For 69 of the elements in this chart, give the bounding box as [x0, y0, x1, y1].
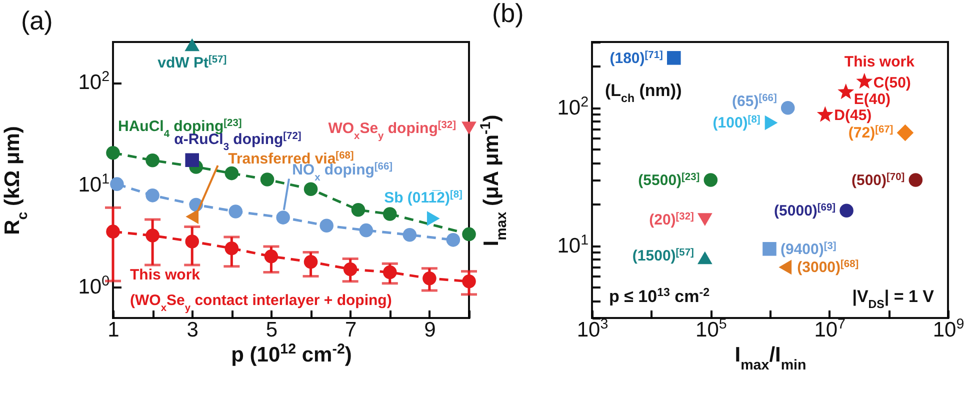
y-tick-label: 10$^{1}$ — [557, 232, 589, 258]
series-label: vdW Pt$^{[57]}$ — [158, 54, 227, 72]
point — [186, 209, 199, 224]
point — [146, 153, 160, 168]
point — [224, 166, 239, 180]
point — [146, 188, 160, 202]
x-axis-title: I$_{max}$/I$_{min}$ — [734, 344, 806, 374]
annotation: E(40) — [854, 91, 891, 108]
point — [264, 250, 278, 264]
x-axis-title: p (10$^{12}$ cm$^{-2}$) — [231, 342, 352, 366]
point — [359, 223, 374, 238]
series-label: (5000)$^{[69]}$ — [774, 202, 836, 220]
x-tick-label: 9 — [424, 318, 436, 342]
point — [185, 153, 200, 167]
x-tick-label: 7 — [344, 318, 357, 342]
point — [185, 234, 200, 248]
point — [462, 227, 476, 242]
annotation: (L$_{ch}$ (nm)) — [605, 81, 682, 105]
point — [304, 254, 318, 269]
y-tick-label: 10$^{0}$ — [78, 274, 110, 299]
point — [382, 207, 397, 221]
annotation: |V$_{DS}$| = 1 V — [852, 287, 935, 311]
series-label: This work — [844, 54, 916, 71]
x-tick-label: 3 — [186, 318, 198, 342]
x-tick-label: 10$^{9}$ — [932, 316, 964, 342]
point — [343, 262, 358, 276]
series-label: (72)$^{[67]}$ — [848, 124, 894, 142]
series-label: (65)$^{[66]}$ — [732, 92, 777, 110]
point — [320, 218, 334, 233]
series-label: (100)$^{[8]}$ — [712, 114, 760, 132]
chart-title: (b) — [492, 0, 524, 28]
y-tick-label: 10$^{2}$ — [557, 94, 589, 120]
chart-title: (a) — [21, 5, 53, 36]
point — [106, 146, 120, 160]
point — [224, 241, 239, 256]
point — [110, 177, 124, 191]
point — [146, 228, 160, 242]
series-label: (3000)$^{[68]}$ — [797, 258, 859, 276]
series-label: Sb (011̅2)$^{[8]}$ — [384, 188, 462, 206]
point — [382, 265, 397, 280]
annotation: D(45) — [834, 106, 872, 124]
y-tick-label: 10$^{2}$ — [78, 69, 110, 94]
series-label: (20)$^{[32]}$ — [649, 211, 694, 229]
x-tick-label: 5 — [266, 318, 278, 342]
point — [260, 172, 274, 186]
series-label: WO$_{x}$Se$_{y}$ doping$^{[32]}$ — [328, 120, 456, 142]
series-label: (5500)$^{[23]}$ — [638, 172, 700, 189]
point — [184, 38, 200, 52]
point — [106, 224, 120, 238]
point — [228, 204, 243, 218]
series-label: (1500)$^{[57]}$ — [632, 247, 694, 265]
series-label: (180)$^{[71]}$ — [610, 49, 663, 67]
annotation: (WO$_{x}$Se$_{y}$ contact interlayer + doping) — [130, 292, 392, 314]
series-label: (500)$^{[70]}$ — [852, 172, 905, 189]
point — [351, 203, 366, 217]
series-label: (9400)$^{[3]}$ — [780, 240, 836, 258]
point — [462, 274, 476, 288]
point — [446, 233, 460, 247]
point — [422, 272, 436, 286]
annotation: p ≤ 10$^{13}$ cm$^{-2}$ — [609, 287, 710, 306]
x-tick-label: 1 — [108, 318, 120, 342]
annotation: C(50) — [873, 74, 911, 92]
y-tick-label: 10$^{1}$ — [78, 171, 110, 196]
point — [426, 211, 440, 226]
point — [462, 122, 476, 134]
point — [402, 228, 417, 242]
point — [276, 210, 290, 224]
point — [304, 182, 318, 196]
series-label: This work — [130, 266, 201, 284]
